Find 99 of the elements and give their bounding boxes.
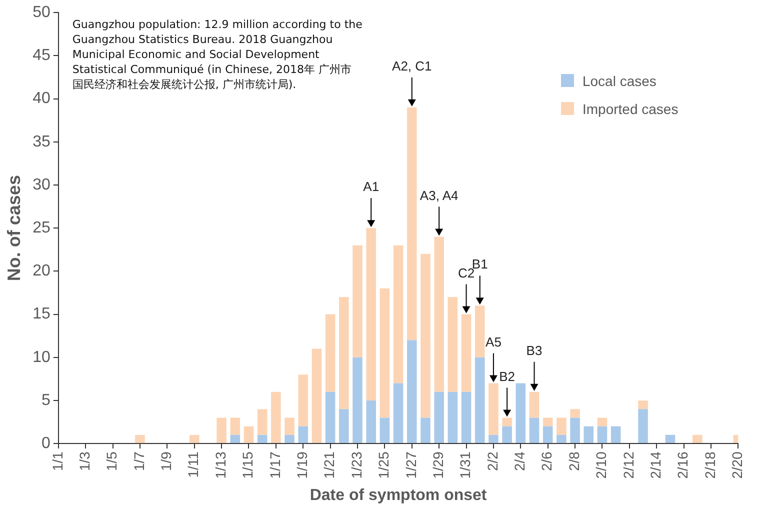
x-tick-label: 1/7 [130,451,147,472]
x-tick-label: 1/11 [185,451,202,478]
y-tick-label: 20 [32,262,50,280]
x-tick-label: 1/3 [76,451,92,472]
bar [584,426,594,444]
x-tick-label: 1/17 [266,451,283,479]
y-tick-label: 50 [32,4,50,22]
bar [189,434,200,444]
bar [420,418,430,444]
y-axis-title: No. of cases [4,175,24,282]
x-tick-label: 1/1 [49,451,66,472]
bar [448,392,458,444]
bar [298,426,308,444]
y-tick-label: 15 [32,306,50,323]
legend-label: Local cases [582,72,656,89]
x-tick-label: 2/16 [674,451,691,479]
x-tick-label: 1/29 [430,451,446,479]
bar [380,288,390,418]
legend-label: Imported cases [582,100,678,117]
bar [325,314,336,392]
x-tick-label: 1/21 [321,451,338,479]
y-tick-label: 45 [32,47,50,64]
bar [312,348,322,444]
bar [380,418,390,444]
bar [325,392,336,444]
y-tick-label: 35 [32,133,50,150]
bar [488,434,498,444]
x-tick-label: 2/4 [512,451,528,472]
x-tick-label: 1/25 [376,451,392,479]
bar [692,434,702,444]
x-tick-label: 2/10 [593,451,610,479]
bar [257,409,268,435]
x-tick-label: 2/2 [484,451,500,472]
bar [448,297,458,392]
x-tick-label: 1/31 [457,451,474,479]
annotation: B2 [499,368,516,384]
bar [284,418,294,435]
bar [352,245,362,358]
bar [244,426,254,444]
bar [257,434,268,444]
x-axis-title: Date of symptom onset [310,486,488,504]
x-tick-label: 1/27 [402,451,419,479]
annotation: A1 [363,179,380,194]
annotation: A3, A4 [420,188,458,203]
x-tick-label: 2/6 [538,451,555,472]
bar [570,409,580,418]
bar [230,418,240,435]
x-tick-label: 1/13 [212,451,228,479]
y-tick-label: 30 [32,176,50,194]
bar [135,434,145,444]
bar [284,434,294,444]
bar [638,400,648,410]
y-tick-label: 10 [32,348,50,366]
bar [542,426,553,444]
x-tick-label: 1/5 [104,451,120,472]
annotation: A2, C1 [392,58,432,74]
bar [298,374,308,426]
bar [339,297,349,410]
y-tick-label: 5 [41,392,50,409]
bar [407,340,417,444]
y-tick-label: 40 [32,90,50,108]
x-tick-label: 2/12 [620,451,636,479]
bar [420,254,430,418]
bar [542,418,553,426]
bar [339,409,349,444]
bar [597,418,608,426]
x-tick-label: 1/15 [240,451,256,479]
x-tick-label: 1/23 [348,451,364,479]
x-tick-label: 2/14 [647,451,664,479]
x-tick-label: 2/18 [702,451,718,479]
y-tick-label: 0 [41,434,50,452]
bar [352,357,362,444]
bar [230,434,240,444]
bar [393,383,404,444]
x-tick-label: 1/19 [294,451,310,479]
bar [638,409,648,444]
annotation: Guangzhou population: 12.9 million according to the Guangzhou Statistics Bureau. 2018 Guangzhou Municipal Economic and Social Development Statistical Communiqué (in Chinese, 2018年 广州市国民经济和社会发展统计公报, 广州市统计局). [72,16,362,92]
annotation: A5 [486,334,502,350]
bar [516,383,526,444]
bar [610,426,621,444]
x-tick-label: 2/8 [566,451,582,472]
bar [529,418,540,444]
annotation: B3 [526,342,542,358]
bar [366,400,376,444]
y-tick-label: 25 [32,219,50,236]
bar [474,357,485,444]
bar [434,392,444,444]
x-tick-label: 1/9 [158,451,174,472]
x-tick-label: 2/20 [729,451,746,479]
bar [556,418,566,435]
bar [461,392,472,444]
bar [597,426,608,444]
bar [665,434,676,444]
bar [216,418,226,444]
bar [502,426,512,444]
bar [393,245,404,384]
bar [570,418,580,444]
bar [556,434,566,444]
bar [271,392,281,444]
